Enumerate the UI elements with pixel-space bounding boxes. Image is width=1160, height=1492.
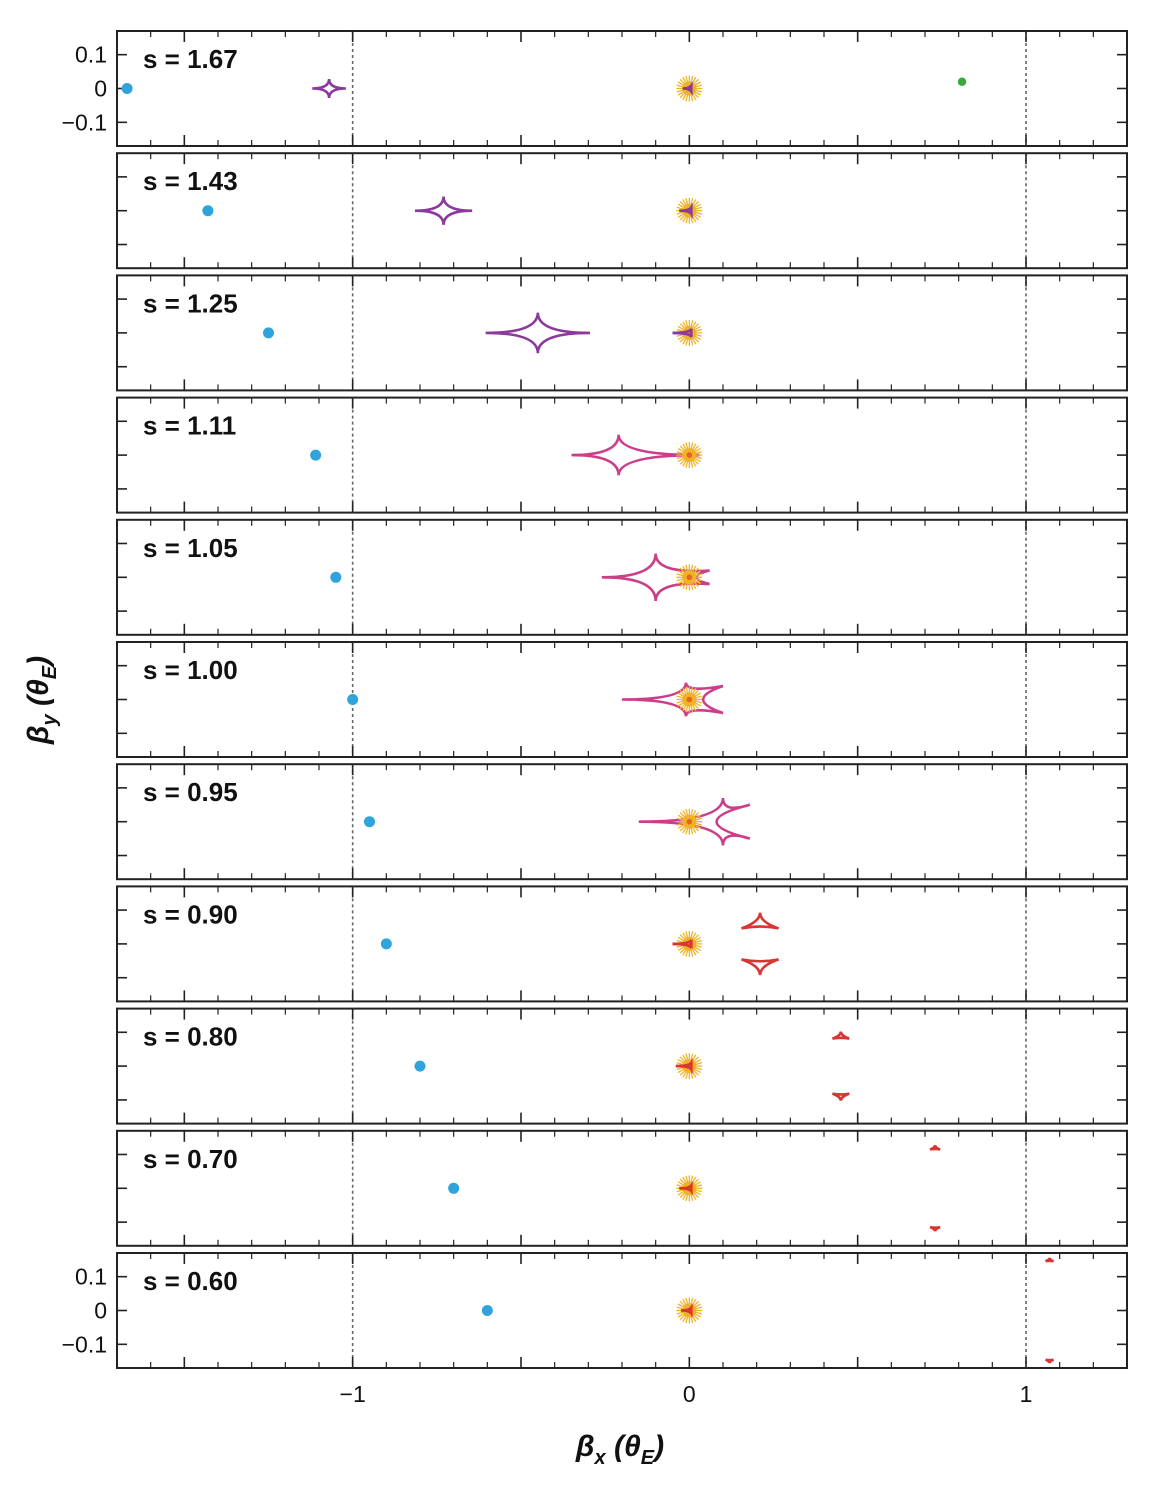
y-axis-open-paren: (	[22, 693, 55, 714]
panel: s = 0.80	[116, 1007, 1128, 1125]
y-axis-symbol: β	[22, 725, 55, 745]
panel-stack: 0.1 0 −0.1 s = 1.67 s = 1.43 s = 1.25 s = 1.11…	[62, 30, 1128, 1407]
panel: 0.1 0 −0.1 s = 0.60	[62, 1252, 1128, 1369]
panel: s = 0.95	[116, 763, 1128, 881]
x-axis-label: βx (θE)	[575, 1430, 664, 1469]
planet-position-dot	[330, 571, 342, 583]
x-tick-label: 0	[683, 1381, 696, 1407]
central-caustic-overlay	[679, 202, 693, 219]
host-star-core	[686, 818, 693, 825]
x-axis-subscript: x	[594, 1447, 607, 1469]
panel: s = 0.90	[116, 885, 1128, 1003]
y-tick-label: −0.1	[62, 109, 107, 135]
host-star	[676, 808, 703, 835]
x-axis-open-paren: (	[606, 1430, 627, 1463]
x-tick-label: −1	[340, 1381, 366, 1407]
triangular-caustic	[741, 912, 779, 930]
resonant-caustic	[621, 682, 724, 717]
panel-frame	[116, 763, 1128, 881]
panel-label: s = 1.67	[143, 44, 238, 74]
y-tick-label: −0.1	[62, 1331, 107, 1357]
host-star	[676, 442, 703, 469]
panel-frame	[116, 396, 1128, 514]
host-star-core	[686, 452, 693, 458]
planet-position-dot	[347, 694, 359, 705]
extra-dot	[957, 77, 967, 86]
panel-frame	[116, 30, 1128, 147]
host-star	[676, 686, 703, 713]
y-axis-theta-subscript: E	[39, 665, 61, 679]
panel-frame	[116, 1007, 1128, 1125]
panel-label: s = 1.00	[143, 655, 238, 685]
panel: s = 1.25	[116, 274, 1128, 392]
panel: s = 1.05	[116, 518, 1128, 636]
planet-position-dot	[263, 327, 274, 339]
host-star-core	[686, 696, 693, 703]
triangular-caustic	[929, 1145, 941, 1151]
planet-position-dot	[121, 83, 133, 94]
central-caustic-overlay	[679, 1181, 693, 1196]
x-axis-theta-subscript: E	[641, 1447, 655, 1469]
panel-frame	[116, 274, 1128, 392]
panel-frame	[116, 1129, 1128, 1247]
host-star	[676, 197, 703, 224]
panel-label: s = 1.25	[143, 288, 238, 318]
planetary-caustic	[312, 78, 346, 99]
y-axis-label: βy (θE)	[22, 656, 61, 745]
panel-label: s = 0.80	[143, 1022, 238, 1052]
y-tick-label: 0	[94, 76, 107, 102]
triangular-caustic	[1045, 1358, 1055, 1364]
triangular-caustic	[831, 1031, 850, 1040]
y-tick-label: 0	[94, 1298, 107, 1324]
central-caustic-overlay	[675, 1057, 693, 1075]
y-tick-label: 0.1	[75, 1264, 107, 1290]
panel: s = 0.70	[116, 1129, 1128, 1247]
triangular-caustic	[831, 1092, 850, 1101]
panel-label: s = 1.05	[143, 533, 238, 563]
y-tick-label: 0.1	[75, 42, 107, 68]
x-axis-symbol: β	[575, 1430, 595, 1463]
y-axis-theta: θ	[22, 679, 55, 696]
panel-label: s = 1.11	[143, 411, 236, 441]
planet-position-dot	[310, 449, 322, 461]
central-caustic-overlay	[680, 1303, 693, 1318]
x-tick-label: 1	[1020, 1381, 1033, 1407]
triangular-caustic	[741, 958, 779, 976]
planet-position-dot	[202, 205, 214, 217]
planet-position-dot	[414, 1060, 426, 1072]
central-caustic-overlay	[682, 81, 693, 96]
triangular-caustic	[1045, 1257, 1055, 1263]
planetary-caustic	[414, 196, 473, 226]
triangular-caustic	[929, 1225, 941, 1232]
central-caustic-overlay	[672, 939, 693, 949]
panel-frame	[116, 152, 1128, 270]
panel: s = 1.11	[116, 396, 1128, 514]
y-axis-subscript: y	[39, 713, 61, 726]
panel-label: s = 0.90	[143, 899, 238, 929]
axis-labels: βx (θE) βy (θE)	[22, 656, 664, 1469]
planet-position-dot	[364, 816, 375, 828]
panel: s = 1.43	[116, 152, 1128, 270]
host-star-core	[686, 574, 693, 581]
panel-label: s = 0.95	[143, 777, 238, 807]
panel-label: s = 0.60	[143, 1266, 238, 1296]
panel: 0.1 0 −0.1 s = 1.67	[62, 30, 1128, 147]
planet-position-dot	[448, 1182, 460, 1194]
resonant-caustic	[638, 797, 751, 846]
panel: s = 1.00	[116, 641, 1128, 758]
panel-frame	[116, 885, 1128, 1003]
x-axis-close-paren: )	[651, 1430, 664, 1463]
y-axis-close-paren: )	[22, 656, 55, 669]
panel-frame	[116, 1252, 1128, 1369]
panel-label: s = 1.43	[143, 166, 238, 196]
central-caustic-overlay	[672, 328, 693, 338]
planet-position-dot	[481, 1305, 493, 1316]
x-axis-theta: θ	[624, 1430, 641, 1463]
panel-label: s = 0.70	[143, 1144, 238, 1174]
host-star	[676, 564, 703, 591]
planet-position-dot	[380, 938, 392, 950]
